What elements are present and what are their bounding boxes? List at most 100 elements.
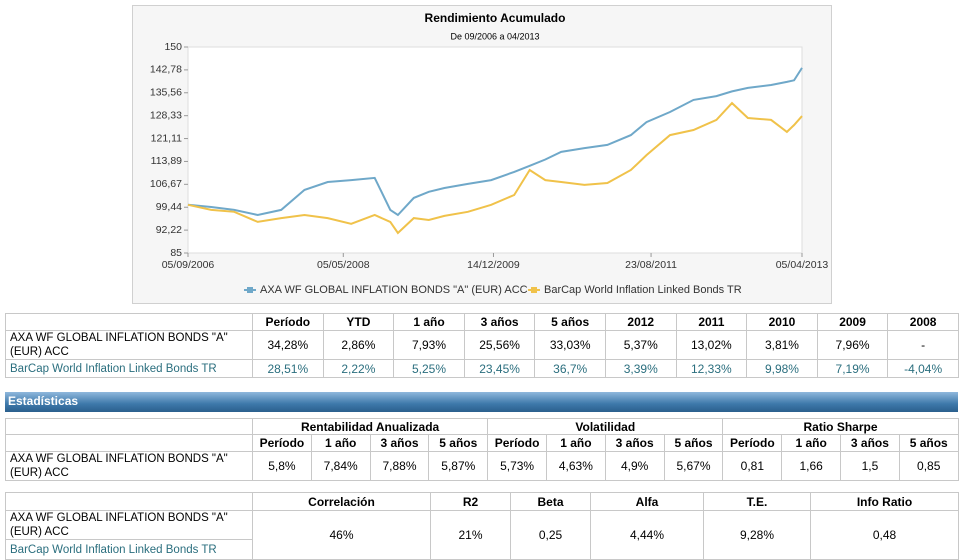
value-cell: 4,63% bbox=[545, 451, 606, 481]
y-tick-label: 92,22 bbox=[156, 224, 182, 236]
stats-table: Rentabilidad Anualizada Volatilidad Ratio … bbox=[5, 418, 959, 481]
value-cell: 5,87% bbox=[428, 451, 489, 481]
plot-area bbox=[187, 46, 803, 254]
header-cell: Período bbox=[722, 434, 783, 452]
header-cell: Período bbox=[252, 434, 312, 452]
header-cell: 5 años bbox=[898, 434, 959, 452]
y-tick-label: 85 bbox=[170, 247, 182, 259]
header-row: Período YTD 1 año 3 años 5 años 2012 2011 2010 2… bbox=[5, 313, 959, 331]
value-cell: 28,51% bbox=[252, 359, 324, 378]
header-cell: 1 año bbox=[310, 434, 371, 452]
row-name: AXA WF GLOBAL INFLATION BONDS "A" (EUR) … bbox=[5, 510, 253, 540]
header-cell bbox=[5, 418, 253, 435]
y-tick-label: 150 bbox=[164, 41, 182, 53]
chart-title: Rendimiento Acumulado bbox=[425, 11, 566, 25]
header-cell: 1 año bbox=[393, 313, 465, 331]
data-row: AXA WF GLOBAL INFLATION BONDS "A" (EUR) … bbox=[5, 330, 959, 360]
header-cell: 3 años bbox=[463, 313, 536, 331]
value-cell: 5,73% bbox=[487, 451, 547, 481]
header-cell: 3 años bbox=[604, 434, 665, 452]
row-name[interactable]: BarCap World Inflation Linked Bonds TR bbox=[5, 359, 253, 378]
legend-swatch bbox=[247, 287, 253, 293]
value-cell: - bbox=[887, 330, 959, 360]
value-cell: 3,39% bbox=[604, 359, 677, 378]
group-header: Ratio Sharpe bbox=[722, 418, 959, 435]
value-cell: 2,86% bbox=[322, 330, 395, 360]
y-tick-label: 142,78 bbox=[150, 64, 182, 76]
y-tick-label: 113,89 bbox=[151, 155, 182, 167]
returns-table: Período YTD 1 año 3 años 5 años 2012 2011 2010 2… bbox=[5, 313, 959, 378]
value-cell: 33,03% bbox=[534, 330, 606, 360]
value-cell: 2,22% bbox=[322, 359, 395, 378]
value-cell: 36,7% bbox=[534, 359, 606, 378]
header-cell: R2 bbox=[430, 492, 511, 511]
value-cell: 3,81% bbox=[746, 330, 818, 360]
header-cell: 1 año bbox=[545, 434, 606, 452]
value-cell: 7,84% bbox=[310, 451, 371, 481]
header-cell: 2008 bbox=[887, 313, 959, 331]
value-cell: 5,67% bbox=[663, 451, 724, 481]
header-cell: 5 años bbox=[663, 434, 724, 452]
value-cell: 21% bbox=[430, 510, 511, 560]
value-cell: 5,37% bbox=[604, 330, 677, 360]
value-cell: 4,9% bbox=[604, 451, 665, 481]
header-cell: Período bbox=[252, 313, 324, 331]
header-cell: T.E. bbox=[703, 492, 811, 511]
row-name: AXA WF GLOBAL INFLATION BONDS "A" (EUR) … bbox=[5, 330, 253, 360]
value-cell: 7,19% bbox=[816, 359, 889, 378]
y-tick-label: 135,56 bbox=[150, 87, 182, 99]
header-cell bbox=[5, 492, 253, 511]
header-cell: YTD bbox=[322, 313, 395, 331]
legend-label: AXA WF GLOBAL INFLATION BONDS "A" (EUR) … bbox=[260, 284, 528, 296]
header-cell: 3 años bbox=[840, 434, 900, 452]
value-cell: 25,56% bbox=[463, 330, 536, 360]
value-cell: 7,93% bbox=[393, 330, 465, 360]
x-tick-label: 23/08/2011 bbox=[625, 259, 677, 271]
value-cell: 0,81 bbox=[722, 451, 783, 481]
data-row: AXA WF GLOBAL INFLATION BONDS "A" (EUR) … bbox=[5, 510, 959, 560]
header-cell bbox=[5, 313, 253, 331]
header-cell bbox=[5, 434, 253, 452]
header-cell: 5 años bbox=[534, 313, 606, 331]
value-cell: 7,88% bbox=[369, 451, 430, 481]
value-cell: -4,04% bbox=[887, 359, 959, 378]
value-cell: 5,8% bbox=[252, 451, 312, 481]
data-row: BarCap World Inflation Linked Bonds TR 28… bbox=[5, 359, 959, 378]
x-tick-label: 14/12/2009 bbox=[467, 259, 520, 271]
value-cell: 9,98% bbox=[746, 359, 818, 378]
chart-subtitle: De 09/2006 a 04/2013 bbox=[450, 31, 539, 41]
x-tick-label: 05/05/2008 bbox=[317, 259, 370, 271]
chart: Rendimiento Acumulado De 09/2006 a 04/20… bbox=[132, 5, 832, 304]
row-name: AXA WF GLOBAL INFLATION BONDS "A" (EUR) … bbox=[5, 451, 253, 481]
header-cell: 2012 bbox=[604, 313, 677, 331]
value-cell: 12,33% bbox=[675, 359, 748, 378]
header-cell: Correlación bbox=[252, 492, 431, 511]
value-cell: 34,28% bbox=[252, 330, 324, 360]
data-row: AXA WF GLOBAL INFLATION BONDS "A" (EUR) … bbox=[5, 451, 959, 481]
group-row: Rentabilidad Anualizada Volatilidad Ratio … bbox=[5, 418, 959, 435]
header-cell: Alfa bbox=[590, 492, 704, 511]
header-row: Período 1 año 3 años 5 años Período 1 año 3 añ… bbox=[5, 434, 959, 452]
value-cell: 23,45% bbox=[463, 359, 536, 378]
value-cell: 7,96% bbox=[816, 330, 889, 360]
legend-label: BarCap World Inflation Linked Bonds TR bbox=[544, 284, 742, 296]
legend-swatch bbox=[531, 287, 537, 293]
header-cell: Info Ratio bbox=[810, 492, 959, 511]
header-cell: 2010 bbox=[746, 313, 818, 331]
header-cell: 2011 bbox=[675, 313, 748, 331]
x-tick-label: 05/04/2013 bbox=[776, 259, 829, 271]
series-line bbox=[187, 67, 803, 217]
series-line bbox=[187, 101, 803, 235]
row-name[interactable]: BarCap World Inflation Linked Bonds TR bbox=[5, 539, 253, 560]
value-cell: 9,28% bbox=[703, 510, 811, 560]
header-cell: 3 años bbox=[369, 434, 430, 452]
header-cell: Período bbox=[487, 434, 547, 452]
x-tick-label: 05/09/2006 bbox=[162, 259, 215, 271]
y-tick-label: 121,11 bbox=[151, 132, 182, 144]
risk-table: Correlación R2 Beta Alfa T.E. Info Ratio AXA W… bbox=[5, 492, 959, 560]
header-cell: 5 años bbox=[428, 434, 489, 452]
section-title: Estadísticas bbox=[8, 394, 79, 408]
y-tick-label: 128,33 bbox=[150, 109, 182, 121]
value-cell: 46% bbox=[252, 510, 431, 560]
